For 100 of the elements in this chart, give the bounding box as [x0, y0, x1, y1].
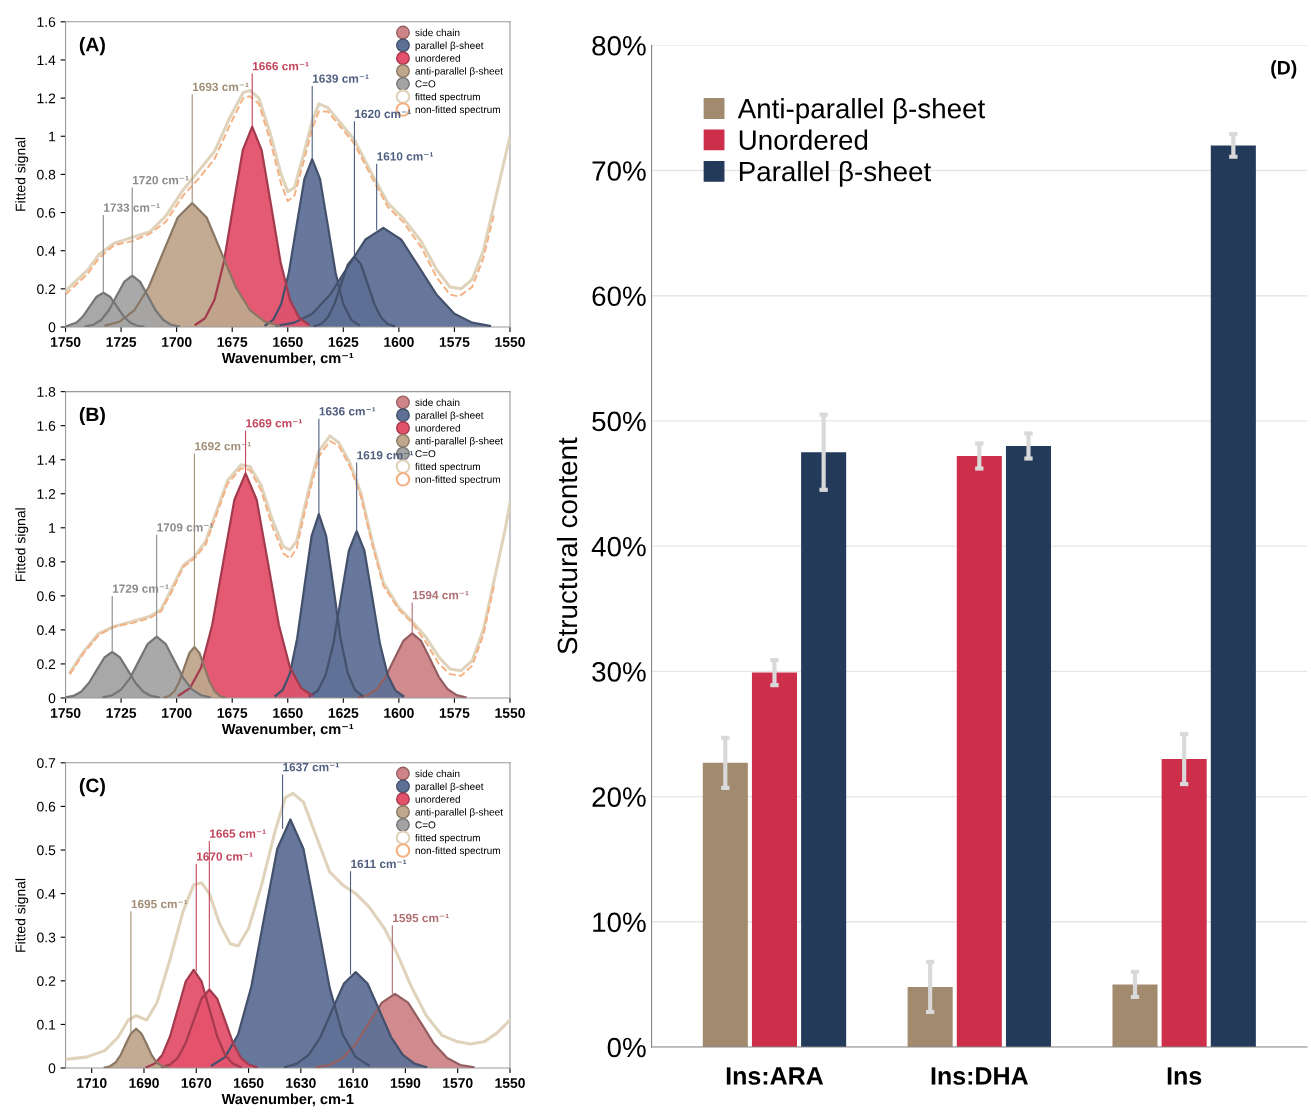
x-tick-label: 1670 — [181, 1078, 212, 1088]
legend-label: Anti-parallel β-sheet — [737, 98, 986, 124]
y-tick-label: 0 — [48, 1063, 56, 1074]
x-tick-label: 1650 — [273, 708, 303, 718]
y-tick-label: 0.6 — [37, 207, 56, 218]
annotation: 1693 cm⁻¹ — [192, 82, 249, 92]
x-tick-label: Ins:DHA — [931, 1067, 1028, 1085]
annotation: 1720 cm⁻¹ — [132, 175, 189, 185]
y-tick-label: 30% — [592, 662, 646, 682]
annotation: 1637 cm⁻¹ — [283, 762, 339, 772]
y-tick-label: 0.4 — [37, 246, 56, 256]
x-tick-label: 1725 — [106, 708, 137, 718]
y-tick-label: 0.7 — [37, 758, 56, 768]
x-tick-label: 1750 — [50, 337, 81, 347]
legend-label: side chain — [415, 769, 460, 778]
x-tick-label: 1550 — [495, 337, 525, 347]
x-tick-label: Ins:ARA — [726, 1067, 824, 1085]
x-tick-label: 1675 — [217, 708, 248, 718]
y-axis-title: Fitted signal — [15, 878, 29, 952]
y-tick-label: 1.6 — [37, 421, 56, 431]
x-tick-label: 1575 — [439, 708, 470, 718]
annotation: (B) — [79, 406, 105, 426]
y-tick-label: 0.6 — [37, 801, 56, 812]
x-tick-label: 1630 — [286, 1078, 316, 1088]
annotation: 1639 cm⁻¹ — [312, 74, 369, 83]
y-tick-label: 0.3 — [37, 932, 56, 943]
annotation: 1666 cm⁻¹ — [252, 61, 309, 71]
legend-label: unordered — [415, 54, 460, 62]
x-tick-label: 1570 — [443, 1078, 473, 1088]
y-tick-label: 0.4 — [37, 625, 56, 636]
legend-label: anti-parallel β-sheet — [415, 437, 503, 447]
x-tick-label: 1590 — [390, 1078, 421, 1088]
x-tick-label: 1650 — [273, 337, 303, 347]
annotation: (C) — [79, 778, 105, 797]
legend-label: non-fitted spectrum — [415, 475, 500, 485]
x-tick-label: 1610 — [338, 1078, 368, 1088]
x-tick-label: 1550 — [495, 1078, 525, 1088]
legend-label: C=O — [415, 821, 436, 829]
y-tick-label: 0.2 — [37, 284, 56, 295]
x-tick-label: 1575 — [439, 337, 470, 347]
y-tick-label: 40% — [591, 536, 646, 557]
annotation: 1610 cm⁻¹ — [377, 152, 434, 161]
y-tick-label: 0.6 — [37, 591, 56, 602]
legend-label: C=O — [415, 450, 436, 458]
x-tick-label: 1650 — [233, 1078, 264, 1088]
y-tick-label: 1 — [49, 131, 56, 142]
legend-label: anti-parallel β-sheet — [415, 808, 503, 818]
y-tick-label: 0.8 — [37, 169, 56, 180]
legend-label: fitted spectrum — [415, 833, 480, 844]
x-tick-label: 1690 — [129, 1078, 159, 1088]
annotation: (D) — [1271, 60, 1297, 79]
y-tick-label: 1.2 — [37, 93, 56, 104]
y-tick-label: 0.8 — [37, 557, 56, 567]
annotation: 1611 cm⁻¹ — [351, 859, 407, 869]
x-tick-label: 1600 — [384, 708, 414, 718]
y-tick-label: 1.2 — [37, 489, 56, 499]
y-tick-label: 0% — [607, 1037, 646, 1058]
x-tick-label: 1675 — [217, 337, 248, 347]
y-axis-title: Structural content — [556, 437, 578, 654]
legend-label: anti-parallel β-sheet — [415, 67, 503, 77]
x-tick-label: 1600 — [384, 337, 414, 347]
x-tick-label: 1550 — [495, 708, 525, 718]
x-tick-label: 1625 — [328, 708, 359, 718]
legend-label: parallel β-sheet — [415, 411, 484, 421]
legend-label: C=O — [415, 80, 436, 88]
legend-label: non-fitted spectrum — [415, 846, 500, 857]
x-tick-label: 1710 — [77, 1078, 107, 1088]
y-tick-label: 80% — [592, 35, 646, 56]
annotation: 1665 cm⁻¹ — [210, 829, 266, 838]
annotation: (A) — [79, 37, 105, 56]
legend-label: fitted spectrum — [415, 462, 480, 473]
x-tick-label: 1750 — [50, 708, 81, 718]
legend-label: unordered — [415, 795, 460, 803]
y-tick-label: 0.1 — [37, 1019, 56, 1030]
y-tick-label: 1 — [49, 523, 56, 533]
y-axis-title: Fitted signal — [15, 137, 29, 211]
y-tick-label: 1.4 — [37, 55, 56, 65]
x-tick-label: Ins — [1167, 1067, 1202, 1085]
legend-label: fitted spectrum — [415, 92, 480, 103]
y-tick-label: 50% — [592, 411, 646, 432]
x-axis-title: Wavenumber, cm⁻¹ — [221, 352, 354, 366]
legend-label: parallel β-sheet — [415, 41, 484, 51]
x-axis-title: Wavenumber, cm⁻¹ — [221, 723, 354, 737]
annotation: 1695 cm⁻¹ — [131, 899, 188, 909]
legend-label: unordered — [415, 424, 460, 432]
legend-label: side chain — [415, 28, 460, 37]
y-tick-label: 0.2 — [37, 659, 56, 670]
y-tick-label: 0 — [48, 693, 56, 704]
y-axis-title: Fitted signal — [15, 508, 29, 582]
legend-label: side chain — [415, 398, 460, 406]
legend-label: Parallel β-sheet — [739, 160, 932, 187]
y-tick-label: 0.4 — [37, 888, 56, 899]
y-tick-label: 1.8 — [37, 386, 56, 397]
annotation: 1733 cm⁻¹ — [104, 203, 160, 212]
y-tick-label: 60% — [592, 286, 646, 307]
annotation: 1620 cm⁻¹ — [355, 109, 411, 119]
y-tick-label: 70% — [592, 161, 646, 181]
annotation: 1669 cm⁻¹ — [246, 419, 302, 428]
annotation: 1594 cm⁻¹ — [412, 590, 469, 600]
x-tick-label: 1725 — [106, 337, 137, 347]
